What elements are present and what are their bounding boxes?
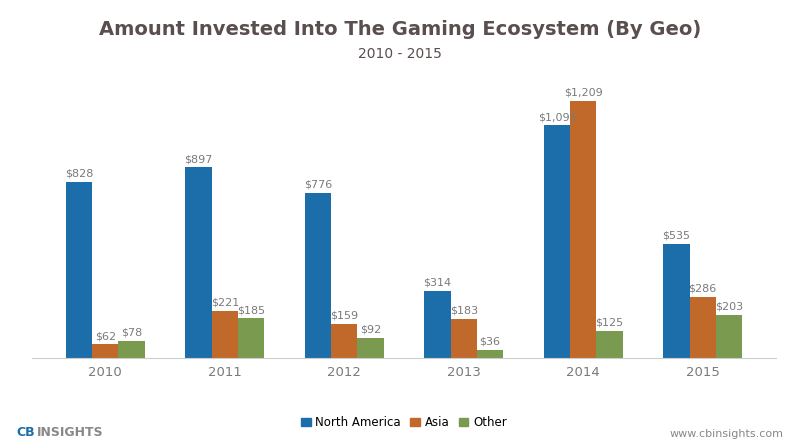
Bar	[690, 297, 716, 358]
Text: $897: $897	[184, 154, 213, 164]
Bar	[477, 350, 503, 358]
Text: Amount Invested Into The Gaming Ecosystem (By Geo): Amount Invested Into The Gaming Ecosyste…	[99, 20, 701, 39]
Bar	[66, 182, 92, 358]
Bar	[424, 291, 450, 358]
Text: $314: $314	[423, 278, 451, 288]
Text: $1,095: $1,095	[538, 112, 576, 122]
Text: $92: $92	[360, 325, 381, 335]
Bar	[186, 167, 212, 358]
Text: $203: $203	[715, 301, 743, 312]
Bar	[716, 315, 742, 358]
Text: $125: $125	[595, 318, 624, 328]
Text: $62: $62	[94, 331, 116, 341]
Bar	[212, 311, 238, 358]
Legend: North America, Asia, Other: North America, Asia, Other	[297, 411, 511, 434]
Text: INSIGHTS: INSIGHTS	[37, 426, 103, 439]
Text: CB: CB	[16, 426, 34, 439]
Bar	[305, 193, 331, 358]
Bar	[663, 244, 690, 358]
Text: 2010 - 2015: 2010 - 2015	[358, 47, 442, 61]
Text: $286: $286	[689, 284, 717, 294]
Text: $776: $776	[304, 180, 332, 190]
Bar	[238, 318, 264, 358]
Bar	[331, 324, 358, 358]
Text: $1,209: $1,209	[564, 88, 602, 98]
Bar	[118, 341, 145, 358]
Bar	[596, 331, 622, 358]
Text: $78: $78	[121, 328, 142, 338]
Bar	[570, 101, 596, 358]
Bar	[358, 338, 384, 358]
Text: www.cbinsights.com: www.cbinsights.com	[670, 429, 784, 439]
Text: $185: $185	[237, 305, 265, 315]
Text: $159: $159	[330, 311, 358, 320]
Bar	[92, 345, 118, 358]
Text: $183: $183	[450, 306, 478, 316]
Bar	[544, 125, 570, 358]
Text: $221: $221	[210, 298, 239, 308]
Text: $828: $828	[65, 169, 93, 179]
Bar	[450, 319, 477, 358]
Text: $535: $535	[662, 231, 690, 241]
Text: $36: $36	[479, 337, 501, 347]
